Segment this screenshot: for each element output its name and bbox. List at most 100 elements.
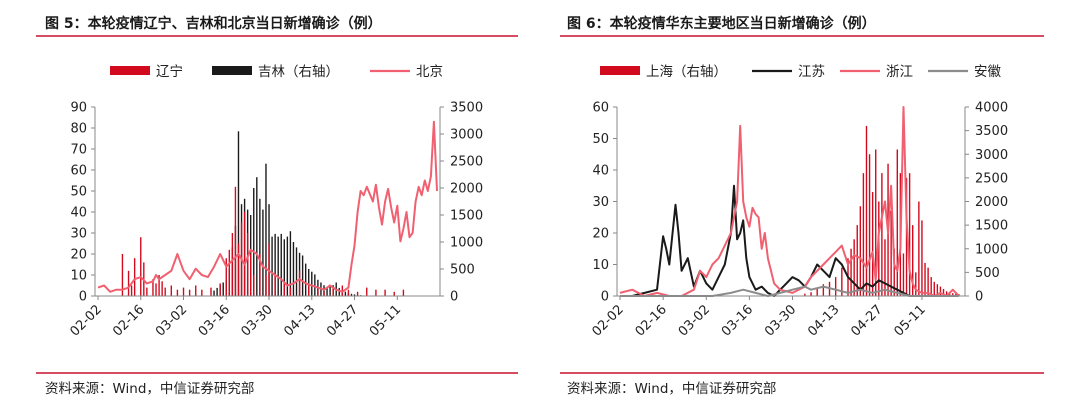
bar (253, 275, 255, 296)
y-right-tick-label: 2000 (975, 195, 1008, 210)
bar (225, 258, 227, 296)
bar (375, 289, 377, 296)
bar (283, 239, 285, 296)
bar (274, 233, 276, 296)
y-left-tick-label: 20 (592, 227, 609, 242)
bar (246, 233, 249, 296)
bar (816, 288, 818, 296)
bar (893, 248, 895, 296)
y-right-tick-label: 2500 (975, 171, 1008, 186)
bar (822, 284, 825, 296)
bar (161, 281, 163, 296)
bar (237, 243, 240, 296)
x-tick-label: 02-16 (633, 302, 670, 339)
bar (402, 289, 405, 296)
y-left-tick-label: 70 (70, 143, 87, 158)
bar (393, 291, 395, 296)
bar (158, 275, 160, 296)
y-left-tick-label: 0 (79, 290, 87, 305)
source-note: 资料来源：Wind，中信证券研究部 (45, 381, 254, 397)
legend-swatch-jilin (212, 66, 252, 75)
bar (262, 209, 264, 296)
series-beijing (97, 120, 438, 293)
y-axis-right-ticks: 0 500 1000 1500 2000 2500 3000 3500 (440, 101, 483, 305)
bar (127, 270, 130, 296)
bar (384, 289, 386, 296)
bar (317, 289, 319, 296)
legend-label-liaoning: 辽宁 (156, 63, 183, 80)
chart-panel-right: 图 6：本轮疫情华东主要地区当日新增确诊（例） 上海（右轴） 江苏 浙江 安徽 … (560, 15, 1044, 397)
x-tick-label: 04-27 (324, 302, 361, 339)
bar (155, 283, 157, 296)
bar (859, 206, 862, 296)
x-axis-ticks: 02-02 02-16 03-02 03-16 03-30 04-13 04-27 05-11 (68, 296, 404, 340)
bar (902, 253, 905, 296)
legend-label-anhui: 安徽 (974, 64, 1002, 80)
bar (265, 275, 267, 296)
y-left-tick-label: 80 (70, 122, 87, 137)
y-right-tick-label: 3500 (450, 101, 483, 116)
bar (918, 201, 920, 296)
bar (868, 154, 871, 296)
series-jilin (213, 131, 389, 296)
bar (259, 254, 261, 296)
x-tick-label: 02-16 (110, 302, 147, 339)
chart-title: 图 5：本轮疫情辽宁、吉林和北京当日新增确诊（例） (45, 15, 382, 32)
bar (850, 248, 852, 296)
legend-label-beijing: 北京 (416, 64, 443, 80)
y-right-tick-label: 2000 (450, 182, 483, 197)
bar (222, 282, 224, 296)
bar (250, 254, 252, 296)
bar (853, 239, 855, 296)
series-line (620, 184, 916, 297)
y-right-tick-label: 500 (450, 263, 475, 278)
x-axis-ticks: 02-02 02-16 03-02 03-16 03-30 04-13 04-27 05-11 (590, 296, 929, 340)
bar (936, 284, 939, 296)
bar (945, 291, 948, 296)
bar (942, 288, 945, 296)
bar (921, 220, 923, 296)
bar (308, 283, 310, 296)
bar (366, 287, 368, 296)
bar (274, 275, 276, 296)
bar (347, 289, 350, 296)
x-tick-label: 02-02 (590, 302, 627, 339)
bar (265, 163, 267, 296)
bar (856, 225, 858, 296)
bar (228, 249, 231, 296)
y-left-tick-label: 30 (70, 227, 87, 242)
y-right-tick-label: 1500 (450, 209, 483, 224)
y-right-tick-label: 3500 (975, 124, 1008, 139)
bar (152, 279, 154, 296)
bar (905, 177, 908, 296)
series-lines (619, 106, 960, 297)
bar (231, 233, 234, 296)
bar (243, 212, 246, 296)
legend-swatch-liaoning (110, 66, 150, 75)
y-axis-right-ticks: 0 500 1000 1500 2000 2500 3000 3500 4000 (965, 101, 1008, 305)
y-right-tick-label: 0 (975, 290, 983, 305)
x-tick-label: 03-02 (676, 302, 713, 339)
bar (295, 247, 298, 296)
x-tick-label: 02-02 (68, 302, 105, 339)
bar (862, 173, 865, 296)
x-tick-label: 05-11 (891, 302, 928, 339)
bar (933, 281, 935, 296)
bar (878, 201, 880, 296)
bar (301, 255, 304, 296)
series-line (97, 120, 438, 293)
bar (908, 173, 911, 296)
bar (875, 149, 877, 296)
bar (289, 231, 292, 296)
bar (164, 287, 166, 296)
x-tick-label: 03-30 (239, 302, 276, 339)
bar (201, 289, 203, 296)
bar (140, 237, 142, 296)
bar (188, 289, 191, 296)
x-tick-label: 03-30 (762, 302, 799, 339)
bar (133, 258, 136, 296)
y-left-tick-label: 60 (592, 101, 609, 116)
bar (350, 293, 353, 296)
bar (890, 210, 892, 296)
